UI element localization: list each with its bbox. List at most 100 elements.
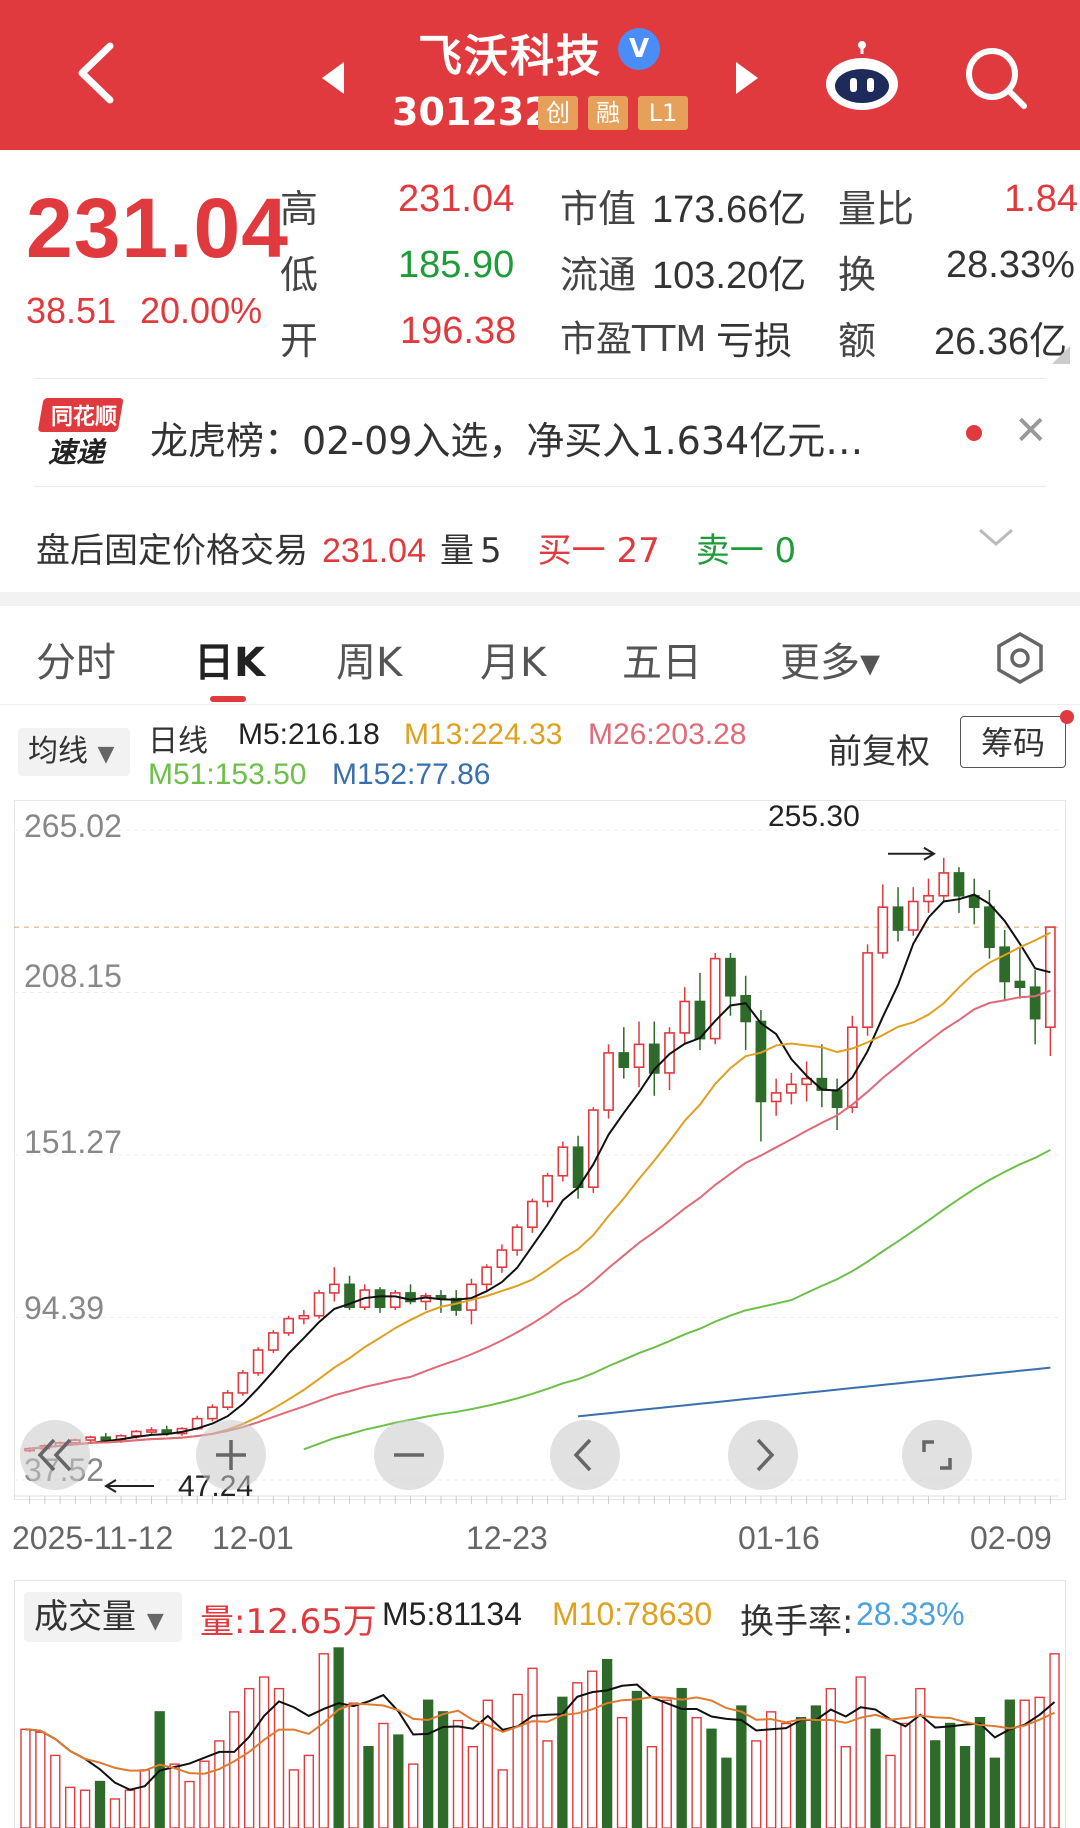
next-stock-icon[interactable] bbox=[732, 58, 762, 102]
volume-bar bbox=[408, 1763, 419, 1828]
x-tick-label: 12-01 bbox=[212, 1520, 294, 1557]
after-hours-vol-label: 量 bbox=[440, 531, 474, 571]
volume-ma5: M5:81134 bbox=[382, 1596, 522, 1632]
volume-bar bbox=[79, 1789, 91, 1828]
chip-distribution-button[interactable]: 筹码 bbox=[960, 716, 1066, 768]
volume-bar bbox=[229, 1711, 240, 1828]
ma152-value: M152:77.86 bbox=[332, 758, 491, 791]
ai-assistant-robot-icon[interactable] bbox=[822, 40, 902, 116]
volume-bar bbox=[94, 1780, 106, 1828]
zoom-in-button[interactable] bbox=[196, 1420, 266, 1490]
adjust-mode-toggle[interactable]: 前复权 bbox=[828, 732, 930, 772]
float-cap-label: 流通 bbox=[560, 253, 637, 297]
volume-bar bbox=[35, 1731, 46, 1828]
amount-value: 26.36亿 bbox=[934, 321, 1068, 363]
settings-gear-icon[interactable] bbox=[994, 631, 1046, 688]
tab-intraday[interactable]: 分时 bbox=[36, 640, 116, 686]
volume-bar bbox=[1019, 1699, 1030, 1828]
volume-value: 量:12.65万 bbox=[200, 1602, 377, 1642]
volume-bar bbox=[467, 1746, 479, 1828]
volume-bar bbox=[1004, 1699, 1015, 1828]
volume-bar bbox=[974, 1716, 986, 1828]
divider bbox=[0, 704, 1080, 705]
volume-bar bbox=[363, 1746, 374, 1828]
y-tick-label: 265.02 bbox=[24, 808, 122, 844]
dropdown-arrow-icon: ▼ bbox=[97, 742, 115, 767]
tab-weekly-k[interactable]: 周K bbox=[336, 640, 403, 686]
divider bbox=[34, 486, 1046, 487]
float-cap-value: 103.20亿 bbox=[652, 255, 807, 297]
volume-ma5-line bbox=[25, 1683, 1056, 1791]
volume-bar bbox=[333, 1647, 344, 1828]
dragon-tiger-notice[interactable]: 龙虎榜：02-09入选，净买入1.634亿元… bbox=[150, 419, 864, 463]
top-nav-bar: 飞沃科技 V 301232 创 融 L1 bbox=[0, 0, 1080, 150]
zoom-out-button[interactable] bbox=[374, 1420, 444, 1490]
volume-bar bbox=[437, 1711, 449, 1828]
volume-bar bbox=[393, 1734, 404, 1828]
current-price: 231.04 bbox=[26, 181, 289, 275]
volume-bar bbox=[810, 1705, 822, 1828]
turnover-rate-value: 28.33% bbox=[856, 1596, 965, 1632]
ma26-value: M26:203.28 bbox=[588, 718, 747, 751]
volume-bar bbox=[930, 1740, 941, 1828]
dropdown-arrow-icon: ▼ bbox=[146, 1609, 164, 1634]
after-hours-sell: 卖一 0 bbox=[695, 531, 797, 571]
tab-five-day[interactable]: 五日 bbox=[622, 640, 702, 686]
back-arrow-icon[interactable] bbox=[70, 38, 130, 108]
volume-bar bbox=[780, 1722, 792, 1828]
tonghuashun-express-logo: 同花顺 速递 bbox=[36, 396, 126, 470]
price-change: 38.51 bbox=[26, 290, 117, 331]
low-value: 185.90 bbox=[398, 244, 515, 286]
volume-bar bbox=[765, 1711, 777, 1828]
volume-select-label: 成交量 bbox=[34, 1597, 136, 1637]
fullscreen-button[interactable] bbox=[902, 1420, 972, 1490]
x-tick-label: 01-16 bbox=[738, 1520, 820, 1556]
volume-bar bbox=[915, 1687, 926, 1828]
volume-bar bbox=[452, 1719, 464, 1828]
logo-top-text: 同花顺 bbox=[51, 404, 117, 430]
volume-bar bbox=[736, 1705, 747, 1828]
volume-bar bbox=[795, 1716, 807, 1828]
volume-bar bbox=[1049, 1653, 1060, 1828]
tag-chuang: 创 bbox=[538, 96, 578, 130]
scroll-left-fast-button[interactable] bbox=[20, 1420, 90, 1490]
market-cap-value: 173.66亿 bbox=[652, 189, 807, 231]
scroll-right-button[interactable] bbox=[728, 1420, 798, 1490]
volume-bar bbox=[959, 1746, 971, 1828]
volume-bar bbox=[751, 1740, 762, 1828]
ma-indicator-select[interactable]: 均线 ▼ bbox=[18, 728, 130, 776]
price-change-percent: 20.00% bbox=[140, 290, 263, 331]
volume-bar bbox=[497, 1769, 508, 1828]
volume-indicator-select[interactable]: 成交量 ▼ bbox=[24, 1592, 182, 1642]
market-cap-label: 市值 bbox=[560, 187, 637, 231]
prev-stock-icon[interactable] bbox=[318, 58, 348, 102]
corner-expand-icon[interactable] bbox=[1052, 346, 1070, 364]
tab-more[interactable]: 更多▾ bbox=[780, 640, 881, 686]
open-label: 开 bbox=[280, 319, 319, 363]
x-tick-label: 02-09 bbox=[970, 1520, 1052, 1556]
turnover-rate-label: 换手率: bbox=[740, 1602, 854, 1642]
volume-bar bbox=[243, 1687, 255, 1828]
volume-bar bbox=[109, 1798, 121, 1828]
kline-chart-frame[interactable] bbox=[14, 800, 1066, 1500]
after-hours-trading: 盘后固定价格交易 231.04 量 5 买一 27 卖一 0 bbox=[36, 523, 810, 572]
volume-bar bbox=[50, 1754, 61, 1828]
volume-bar bbox=[616, 1716, 628, 1828]
volume-chart-frame bbox=[14, 1580, 1066, 1828]
search-icon[interactable] bbox=[962, 44, 1032, 118]
volume-bar bbox=[601, 1658, 613, 1828]
scroll-left-button[interactable] bbox=[550, 1420, 620, 1490]
low-label: 低 bbox=[280, 253, 319, 297]
after-hours-price: 231.04 bbox=[322, 532, 426, 570]
tag-rong: 融 bbox=[588, 96, 628, 130]
chevron-down-icon[interactable] bbox=[976, 522, 1016, 556]
volume-bar bbox=[184, 1780, 195, 1828]
volume-bar bbox=[288, 1769, 300, 1828]
tab-monthly-k[interactable]: 月K bbox=[480, 640, 547, 686]
volume-bar bbox=[1034, 1696, 1045, 1828]
volume-bar bbox=[840, 1746, 851, 1828]
volume-bar bbox=[65, 1786, 76, 1828]
close-icon[interactable]: ✕ bbox=[1014, 408, 1048, 454]
tab-daily-k[interactable]: 日K bbox=[194, 640, 265, 686]
